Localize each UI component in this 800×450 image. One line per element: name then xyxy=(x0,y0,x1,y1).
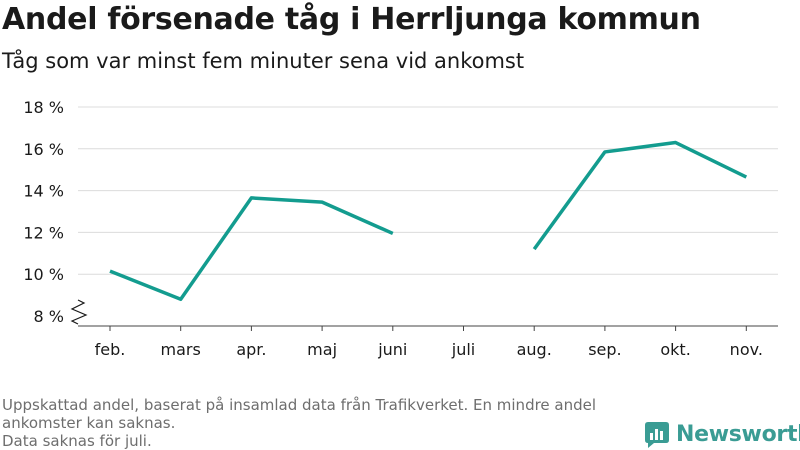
x-tick-label: mars xyxy=(161,340,201,359)
y-tick-label: 12 % xyxy=(23,223,64,242)
footnote: Uppskattad andel, baserat på insamlad da… xyxy=(2,396,632,450)
newsworthy-logo-icon xyxy=(645,422,669,448)
x-tick-label: okt. xyxy=(660,340,690,359)
y-tick-label: 14 % xyxy=(23,182,64,201)
y-tick-label: 16 % xyxy=(23,140,64,159)
x-axis: feb. mars apr. maj juni juli aug. sep. okt. nov. xyxy=(78,325,778,359)
x-tick-label: apr. xyxy=(236,340,266,359)
chart-title: Andel försenade tåg i Herrljunga kommun xyxy=(2,2,701,37)
brand-name: Newsworthy xyxy=(676,421,800,447)
series-lines xyxy=(109,140,748,302)
y-tick-label: 8 % xyxy=(34,307,64,326)
footnote-line-2: Data saknas för juli. xyxy=(2,432,152,450)
axis-break-icon xyxy=(70,299,88,325)
series-line xyxy=(532,140,748,251)
y-tick-label: 18 % xyxy=(23,98,64,117)
grid-lines xyxy=(78,106,778,275)
x-tick-label: feb. xyxy=(95,340,126,359)
footnote-line-1: Uppskattad andel, baserat på insamlad da… xyxy=(2,396,597,432)
x-tick-label: aug. xyxy=(517,340,552,359)
x-tick-label: maj xyxy=(307,340,337,359)
x-tick-label: juni xyxy=(377,340,407,359)
x-tick-label: juli xyxy=(451,340,475,359)
brand-logo: Newsworthy xyxy=(644,419,800,449)
y-axis-ticks: 8 % 10 % 12 % 14 % 16 % 18 % xyxy=(23,98,88,326)
series-line xyxy=(109,196,394,302)
x-tick-label: nov. xyxy=(730,340,763,359)
chart-subtitle: Tåg som var minst fem minuter sena vid a… xyxy=(2,49,525,73)
y-tick-label: 10 % xyxy=(23,265,64,284)
x-tick-label: sep. xyxy=(588,340,621,359)
